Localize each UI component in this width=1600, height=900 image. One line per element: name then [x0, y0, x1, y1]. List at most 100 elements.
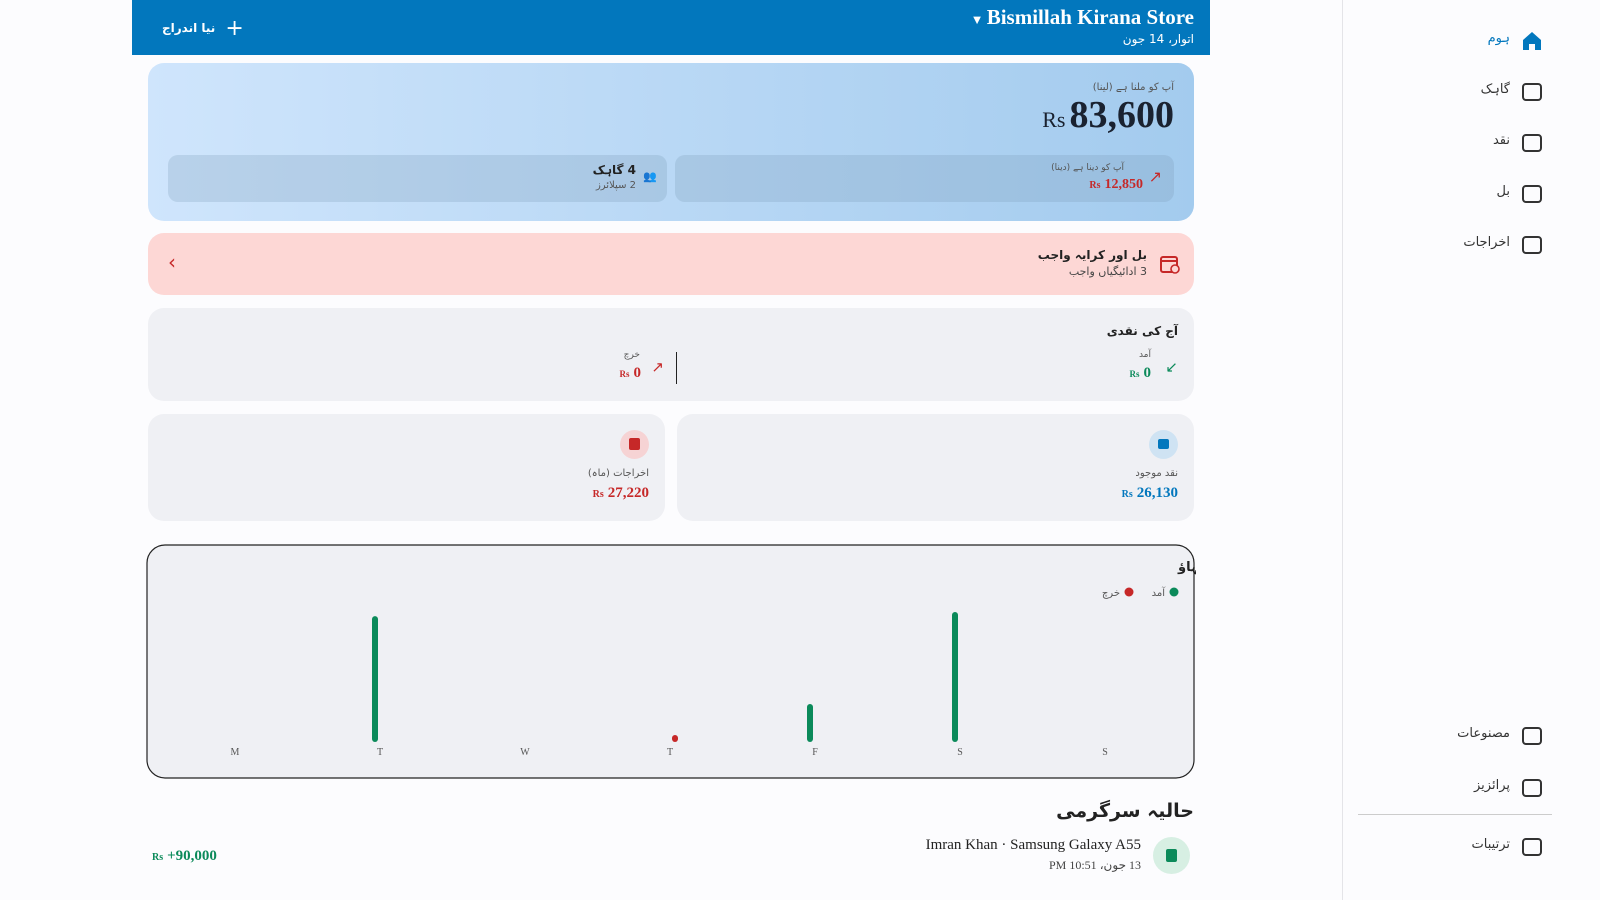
bills-alert[interactable]: بل اور کرایہ واجب 3 ادائیگیاں واجب ‹ [148, 233, 1194, 295]
nav-label[interactable]: بل [1496, 184, 1510, 199]
activity-item-title: Imran Khan · Samsung Galaxy A55 [925, 837, 1141, 853]
nav-icon [1522, 185, 1542, 203]
nav-item[interactable]: ترتیبات [1360, 831, 1600, 861]
header: ▼ Bismillah Kirana Store اتوار، 14 جون ن… [132, 0, 1210, 55]
divider [676, 352, 677, 384]
payable-amount-row: Rs 12,850 [1089, 175, 1143, 193]
activity-title: حالیہ سرگرمی [1056, 800, 1194, 822]
receivable-amount: 83,600 [1069, 94, 1175, 136]
in-amount: 0 [1143, 365, 1152, 381]
calendar-icon [1160, 256, 1180, 274]
nav-item[interactable]: اخراجات [1360, 229, 1600, 259]
suppliers-count: 2 سپلائرز [595, 180, 636, 191]
nav-label[interactable]: پرائزیز [1474, 778, 1510, 793]
store-name[interactable]: ▼ Bismillah Kirana Store [970, 5, 1194, 29]
receivable-label: آپ کو ملنا ہے (لینا) [1092, 82, 1174, 93]
in-amount-row: Rs 0 [1129, 364, 1151, 382]
nav-icon [1522, 236, 1542, 254]
in-arrow: ↙ [1165, 358, 1178, 376]
new-entry-button[interactable]: نیا اندراج + [162, 16, 244, 41]
chevron[interactable]: ‹ [168, 250, 176, 274]
stat-label: اخراجات (ماہ) [587, 468, 649, 479]
cash-on-hand-card[interactable]: نقد موجود Rs 26,130 [677, 414, 1194, 521]
nav-label[interactable]: گاہک [1480, 82, 1510, 97]
nav-icon [1522, 727, 1542, 745]
nav-item[interactable]: نقد [1360, 127, 1600, 157]
today-cash-card: آج کی نقدی آمد Rs 0 ↙ خرچ Rs 0 ↗ [148, 308, 1194, 401]
out-label: خرچ [623, 350, 640, 360]
stat-amount-row: Rs 27,220 [593, 484, 649, 502]
in-label: آمد [1138, 350, 1151, 360]
currency: Rs [152, 852, 164, 863]
nav-icon [1522, 838, 1542, 856]
nav-icon [1522, 83, 1542, 101]
legend-swatch [1169, 587, 1179, 597]
legend-label: آمد [1152, 586, 1167, 599]
nav-label[interactable]: نقد [1492, 133, 1510, 148]
payable-box[interactable]: آپ کو دینا ہے (دینا) Rs 12,850 ↗ [675, 155, 1174, 202]
currency: Rs [619, 369, 630, 379]
bag-icon [1153, 837, 1190, 874]
legend-swatch [1124, 587, 1134, 597]
activity-item-time: 13 جون، 10:51 PM [1049, 858, 1141, 872]
nav-item[interactable]: ہوم [1360, 25, 1600, 55]
currency: Rs [1042, 107, 1066, 132]
sidebar-divider [1342, 0, 1343, 900]
currency: Rs [1121, 489, 1133, 500]
legend-label: خرچ [1102, 588, 1120, 599]
nav-item[interactable]: گاہک [1360, 76, 1600, 106]
sidebar-separator [1358, 814, 1552, 815]
stat-amount: 27,220 [607, 485, 649, 501]
expenses-card[interactable]: اخراجات (ماہ) Rs 27,220 [148, 414, 665, 521]
currency: Rs [1089, 180, 1101, 191]
today-cash-title: آج کی نقدی [1106, 324, 1178, 338]
receivable-card: آپ کو ملنا ہے (لینا) Rs 83,600 آپ کو دین… [148, 63, 1194, 221]
nav-label[interactable]: ترتیبات [1471, 837, 1510, 852]
home-icon [1523, 32, 1541, 50]
nav-item[interactable]: پرائزیز [1360, 772, 1600, 802]
currency: Rs [1129, 369, 1140, 379]
activity-amount-row: Rs +90,000 [152, 847, 217, 865]
nav-label[interactable]: ہوم [1487, 31, 1510, 46]
out-amount-row: Rs 0 [619, 364, 641, 382]
wallet-icon [1149, 430, 1178, 459]
x-tick-label: T [377, 747, 383, 758]
alert-subtitle: 3 ادائیگیاں واجب [1068, 265, 1147, 278]
x-tick-label: W [520, 747, 530, 758]
sidebar: ہوم گاہک نقد بل اخراجات مصنوعات پرائزیز ترتیبات [1343, 0, 1600, 900]
contacts-box[interactable]: 4 گاہک 2 سپلائرز 👥 [168, 155, 667, 202]
new-entry-text[interactable]: نیا اندراج [162, 21, 216, 35]
stat-amount-row: Rs 26,130 [1122, 484, 1178, 502]
x-tick-label: T [667, 747, 673, 758]
x-tick-label: M [231, 747, 240, 758]
x-tick-label: S [1102, 747, 1108, 758]
nav-label[interactable]: اخراجات [1463, 235, 1510, 250]
out-arrow: ↗ [651, 358, 664, 376]
date: اتوار، 14 جون [1122, 32, 1194, 46]
payable-label: آپ کو دینا ہے (دینا) [1051, 163, 1124, 173]
customers-count: 4 گاہک [592, 163, 636, 177]
nav-item[interactable]: مصنوعات [1360, 720, 1600, 750]
currency: Rs [592, 489, 604, 500]
alert-title: بل اور کرایہ واجب [1037, 248, 1147, 262]
arrow-icon: ↗ [1148, 167, 1162, 186]
activity-item[interactable]: Imran Khan · Samsung Galaxy A55 13 جون، … [148, 832, 1194, 882]
store-name-text[interactable]: Bismillah Kirana Store [986, 5, 1194, 29]
people-icon: 👥 [643, 170, 657, 183]
stat-amount: 26,130 [1136, 485, 1178, 501]
stat-label: نقد موجود [1135, 468, 1178, 479]
nav-icon [1522, 779, 1542, 797]
x-tick-label: F [812, 747, 818, 758]
activity-amount: +90,000 [167, 848, 217, 864]
chart-frame [146, 544, 1195, 779]
nav-label[interactable]: مصنوعات [1457, 726, 1510, 741]
receipt-icon [620, 430, 649, 459]
nav-icon [1522, 134, 1542, 152]
x-tick-label: S [957, 747, 963, 758]
out-amount: 0 [633, 365, 642, 381]
receivable-amount-row: Rs 83,600 [1042, 93, 1174, 137]
nav-item[interactable]: بل [1360, 178, 1600, 208]
chart-title: پچھلے 7 دن · نقد بہاؤ [1177, 560, 1196, 575]
cash-flow-chart: پچھلے 7 دن · نقد بہاؤ آمد خرچ M T W T F S S [146, 544, 1196, 779]
